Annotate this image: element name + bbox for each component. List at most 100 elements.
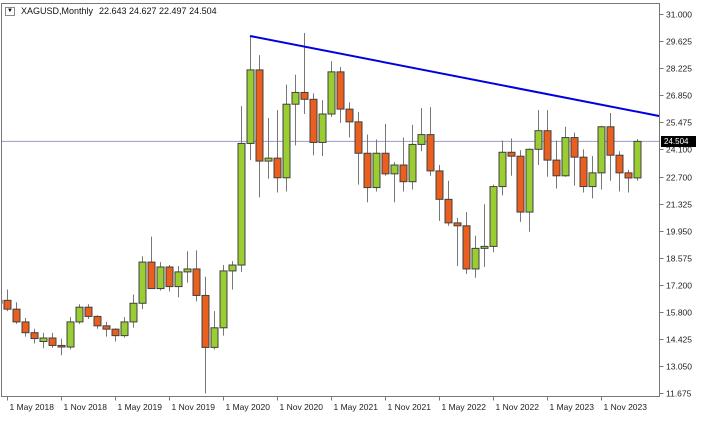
symbol-period-label: XAGUSD,Monthly	[20, 6, 93, 16]
x-axis-label: 1 May 2023	[550, 402, 595, 412]
candle-2019-02	[84, 306, 93, 317]
candle-2018-10	[48, 337, 57, 346]
y-axis-label: 21.325	[666, 200, 692, 210]
candle-2018-11	[57, 344, 66, 348]
y-axis-label: 26.850	[666, 91, 692, 101]
candle-2023-11	[597, 126, 606, 174]
y-axis-label: 15.800	[666, 308, 692, 318]
candle-2021-06	[336, 71, 345, 110]
candle-2018-12	[66, 321, 75, 348]
candle-2020-01	[183, 268, 192, 273]
candle-2020-08	[246, 69, 255, 144]
candle-2018-06	[12, 308, 21, 323]
x-axis-label: 1 May 2020	[226, 402, 271, 412]
candle-2018-08	[30, 332, 39, 340]
candle-2019-01	[75, 306, 84, 323]
y-axis-label: 24.100	[666, 145, 692, 155]
x-axis-label: 1 May 2021	[334, 402, 379, 412]
y-axis-label: 13.050	[666, 362, 692, 372]
candle-2022-06	[444, 198, 453, 224]
candle-2020-05	[219, 270, 228, 329]
candle-2021-01	[291, 91, 300, 105]
candle-2021-08	[354, 121, 363, 154]
candle-2019-12	[174, 271, 183, 288]
candle-2020-07	[237, 142, 246, 266]
candle-2022-11	[489, 186, 498, 247]
candle-2019-04	[102, 325, 111, 330]
candle-2020-04	[210, 327, 219, 348]
y-axis-label: 19.950	[666, 227, 692, 237]
candle-2018-09	[39, 337, 48, 343]
candle-2020-11	[273, 157, 282, 179]
x-axis-label: 1 Nov 2023	[604, 402, 648, 412]
y-axis-label: 31.000	[666, 10, 692, 20]
candle-2023-01	[507, 151, 516, 157]
candle-2022-10	[480, 245, 489, 249]
candle-2019-10	[156, 266, 165, 290]
candle-2019-08	[138, 261, 147, 304]
candle-2021-05	[327, 71, 336, 115]
y-axis-label: 22.700	[666, 173, 692, 183]
current-price-tag: 24.504	[661, 136, 696, 147]
chart-frame	[1, 3, 660, 397]
candle-2023-05	[543, 130, 552, 161]
x-axis-label: 1 Nov 2022	[496, 402, 540, 412]
candle-2019-07	[129, 302, 138, 323]
y-axis-label: 25.475	[666, 118, 692, 128]
y-axis-label: 14.425	[666, 335, 692, 345]
candle-2022-07	[453, 222, 462, 227]
candle-2024-01	[615, 154, 624, 174]
candle-2019-05	[111, 328, 120, 337]
time-axis[interactable]: 1 May 2018 1 Nov 2018 1 May 2019 1 Nov 2019…	[7, 397, 648, 412]
candle-2020-02	[192, 268, 201, 296]
plot-area[interactable]	[0, 33, 662, 394]
candle-2021-10	[372, 152, 381, 189]
candle-2023-12	[606, 126, 615, 156]
candle-2018-05	[3, 299, 12, 310]
candle-2024-03	[633, 140, 642, 179]
candle-2020-10	[264, 157, 273, 162]
candle-2022-01	[399, 164, 408, 183]
candle-2022-02	[408, 143, 417, 183]
candle-2023-08	[570, 137, 579, 158]
chart-title: ▼ XAGUSD,Monthly 22.643 24.627 22.497 24…	[5, 6, 217, 16]
candle-2022-05	[435, 170, 444, 200]
candle-2022-03	[417, 134, 426, 145]
candle-2022-12	[498, 151, 507, 188]
candle-2021-02	[300, 91, 309, 100]
candle-2020-03	[201, 294, 210, 348]
x-axis-label: 1 Nov 2021	[388, 402, 432, 412]
symbol-dropdown-icon[interactable]: ▼	[5, 6, 15, 16]
candle-2021-12	[390, 164, 399, 175]
x-axis-label: 1 Nov 2020	[280, 402, 324, 412]
candle-2018-07	[21, 321, 30, 334]
y-axis-label: 11.675	[666, 389, 692, 399]
candle-2019-03	[93, 315, 102, 327]
candle-2021-09	[363, 152, 372, 189]
candle-2021-04	[318, 113, 327, 143]
candle-2023-03	[525, 148, 534, 213]
candle-2021-07	[345, 108, 354, 123]
ohlc-values: 22.643 24.627 22.497 24.504	[98, 6, 217, 16]
price-axis[interactable]: 31.000 29.625 28.225 26.850 25.475 24.100 22.7…	[660, 10, 692, 399]
candle-2023-10	[588, 172, 597, 188]
candle-2020-12	[282, 103, 291, 179]
candle-2022-04	[426, 134, 435, 172]
y-axis-label: 29.625	[666, 37, 692, 47]
candle-2019-09	[147, 261, 156, 290]
candle-2021-11	[381, 152, 390, 175]
candle-2023-06	[552, 159, 561, 177]
candle-2022-08	[462, 225, 471, 270]
y-axis-label: 17.200	[666, 281, 692, 291]
candle-2019-06	[120, 321, 129, 337]
candle-2023-07	[561, 137, 570, 177]
candle-2020-06	[228, 264, 237, 272]
x-axis-label: 1 May 2018	[10, 402, 55, 412]
trendline[interactable]	[249, 34, 662, 118]
candle-2023-09	[579, 156, 588, 188]
candle-2020-09	[255, 69, 264, 162]
candle-2024-02	[624, 172, 633, 179]
x-axis-label: 1 May 2019	[118, 402, 163, 412]
